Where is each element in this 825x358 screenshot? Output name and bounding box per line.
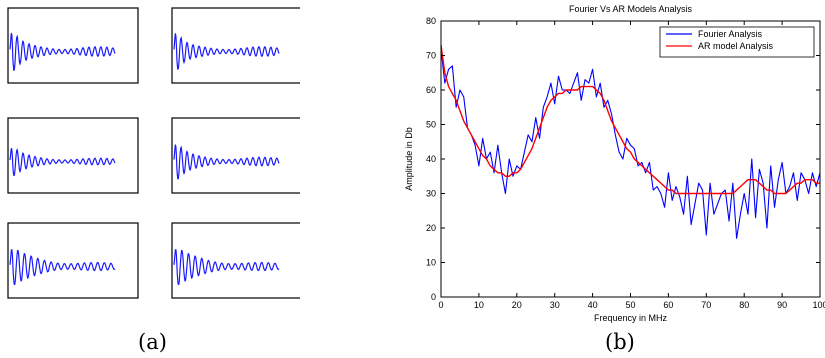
x-tick-label: 10 [474,300,484,310]
plot-frame [440,20,821,298]
x-tick-label: 30 [550,300,560,310]
waveform-thumbnail [7,7,139,84]
waveform-frame [7,222,139,299]
waveform-trace [9,148,116,176]
y-tick-label: 60 [426,85,436,95]
chart-svg: Fourier Vs AR Models Analysis 0 10 20 30 40 50… [404,4,825,323]
y-tick-label: 10 [426,258,436,268]
chart-title: Fourier Vs AR Models Analysis [569,4,693,14]
waveform-trace [9,249,116,286]
x-tick-label: 60 [663,300,673,310]
waveform-trace [173,144,280,180]
x-axis-label: Frequency in MHz [594,313,668,323]
y-tick-label: 40 [426,154,436,164]
y-tick-label: 0 [431,292,436,302]
fourier-vs-ar-chart: Fourier Vs AR Models Analysis 0 10 20 30 40 50… [400,0,825,330]
x-tick-label: 50 [625,300,635,310]
fourier-series-line [440,48,821,239]
y-tick-label: 50 [426,120,436,130]
y-tick-label: 20 [426,223,436,233]
waveform-frame [171,222,303,299]
x-tick-label: 90 [777,300,787,310]
chart-legend: Fourier Analysis AR model Analysis [659,26,815,58]
x-tick-label: 100 [812,300,825,310]
waveform-thumbnail [171,7,303,84]
y-axis-label: Amplitude in Db [404,127,414,191]
x-tick-label: 0 [438,300,443,310]
legend-label: AR model Analysis [698,41,774,51]
waveform-trace [9,32,116,71]
waveform-trace [173,249,280,286]
waveform-frame [7,117,139,194]
waveform-grid-svg [7,7,303,299]
waveform-thumbnail [7,222,139,299]
y-tick-label: 70 [426,51,436,61]
waveform-frame [7,7,139,84]
waveform-thumbnail [7,117,139,194]
waveform-frame [171,117,303,194]
waveform-thumbnail [171,222,303,299]
y-tick-label: 80 [426,16,436,26]
waveform-thumbnail [171,117,303,194]
x-tick-label: 70 [701,300,711,310]
x-tick-label: 20 [512,300,522,310]
legend-box [659,26,815,58]
y-tick-label: 30 [426,189,436,199]
ar-series-line [440,45,820,195]
caption-b: (b) [605,330,635,354]
waveform-grid-panel [0,0,303,300]
waveform-trace [173,33,280,70]
waveform-frame [171,7,303,84]
x-tick-label: 80 [739,300,749,310]
x-tick-label: 40 [588,300,598,310]
caption-a: (a) [138,330,167,354]
legend-label: Fourier Analysis [698,29,763,39]
